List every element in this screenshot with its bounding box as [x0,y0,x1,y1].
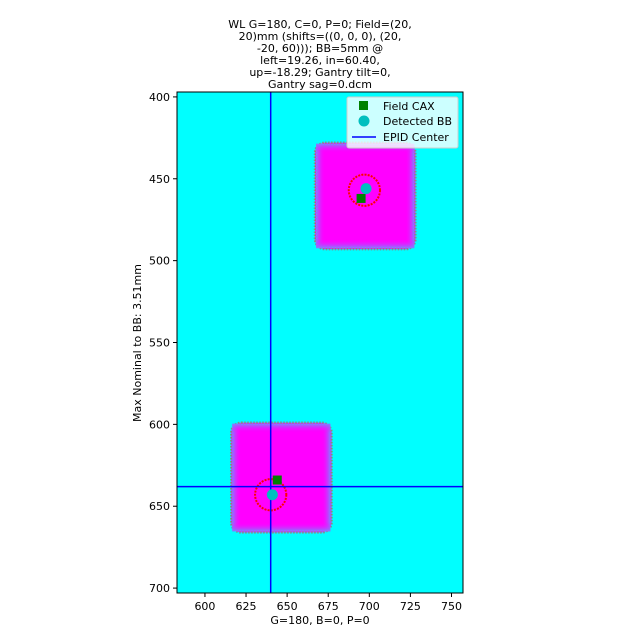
x-axis: 600 625 650 675 700 725 750 [194,593,462,613]
x-tick-label: 675 [318,600,339,613]
title-line: 20)mm (shifts=((0, 0, 0), (20, [239,30,402,43]
y-tick-label: 600 [149,418,170,431]
field-penumbra [321,423,331,532]
x-tick-label: 600 [194,600,215,613]
y-axis-label: Max Nominal to BB: 3.51mm [131,264,144,422]
y-tick-label: 700 [149,582,170,595]
legend-field-cax-label: Field CAX [383,100,435,113]
x-tick-label: 725 [400,600,421,613]
x-tick-label: 650 [277,600,298,613]
legend-detected-bb-marker [358,115,370,127]
field-penumbra [232,423,331,433]
title-line: Gantry sag=0.dcm [268,78,372,91]
detected-bb-point [360,183,372,195]
x-tick-label: 700 [359,600,380,613]
x-tick-label: 625 [236,600,257,613]
legend: Field CAX Detected BB EPID Center [346,96,459,149]
detected-bb-point [266,489,278,501]
title-line: -20, 60))); BB=5mm @ [257,42,383,55]
field-penumbra [232,522,331,532]
legend-epid-center-label: EPID Center [383,131,449,144]
field-cax-point [356,193,366,203]
legend-detected-bb-label: Detected BB [383,115,452,128]
bb-outline-circle [347,173,381,207]
y-tick-label: 550 [149,337,170,350]
legend-field-cax-marker [359,101,368,110]
field-penumbra [316,239,415,249]
title-line: left=19.26, in=60.40, [260,54,380,67]
x-axis-label: G=180, B=0, P=0 [270,614,369,627]
title-line: up=-18.29; Gantry tilt=0, [249,66,390,79]
field-penumbra [232,423,242,532]
y-axis: 400 450 500 550 600 650 700 [149,91,177,595]
y-tick-label: 650 [149,500,170,513]
x-tick-label: 750 [441,600,462,613]
field-penumbra [316,143,326,249]
y-tick-label: 400 [149,91,170,104]
title-line: WL G=180, C=0, P=0; Field=(20, [228,18,412,31]
legend-box [346,96,459,149]
field-penumbra [405,143,415,249]
chart-title: WL G=180, C=0, P=0; Field=(20, 20)mm (sh… [228,18,412,91]
field-cax-point [272,475,282,485]
y-tick-label: 450 [149,173,170,186]
y-tick-label: 500 [149,255,170,268]
